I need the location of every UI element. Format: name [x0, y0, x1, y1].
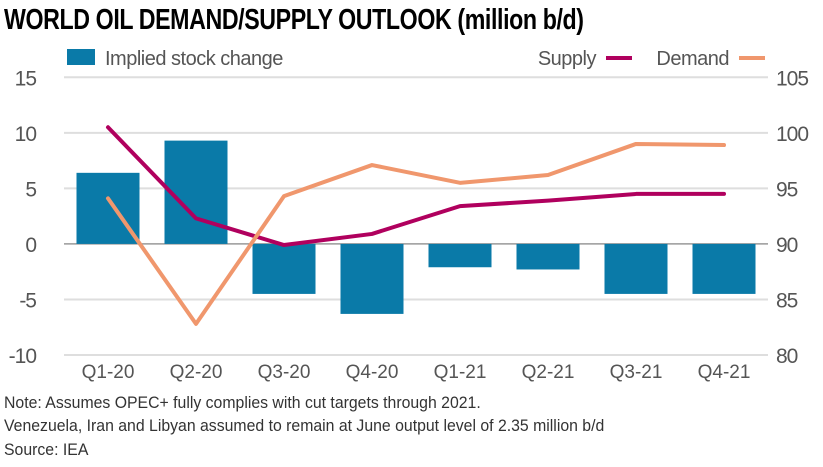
bar-q4-20 [340, 243, 404, 314]
supply-line [106, 125, 726, 248]
left-tick-label: 5 [25, 178, 36, 201]
x-tick-label: Q1-20 [82, 362, 135, 383]
bar-q1-21 [428, 243, 492, 268]
legend-swatch-stock-change [67, 49, 95, 65]
x-tick-label: Q2-20 [170, 362, 223, 383]
right-tick-label: 80 [776, 345, 798, 368]
x-tick-label: Q4-21 [698, 362, 751, 383]
note-line-2: Venezuela, Iran and Libyan assumed to re… [4, 416, 605, 435]
source-note: Source: IEA [4, 440, 89, 459]
left-tick-label: -10 [9, 345, 37, 368]
right-tick-label: 85 [776, 289, 798, 312]
demand-line [106, 141, 726, 326]
legend-label-supply: Supply [538, 48, 597, 70]
left-tick-label: -5 [19, 289, 36, 312]
right-tick-label: 100 [776, 123, 808, 146]
x-tick-label: Q1-21 [434, 362, 487, 383]
chart-title: WORLD OIL DEMAND/SUPPLY OUTLOOK (million… [4, 4, 584, 36]
legend-label-demand: Demand [656, 48, 729, 70]
note-line-1: Note: Assumes OPEC+ fully complies with … [4, 393, 481, 412]
legend-label-stock-change: Implied stock change [105, 48, 283, 70]
bar-q3-21 [604, 243, 668, 294]
bar-q4-21 [692, 243, 756, 294]
left-tick-label: 15 [15, 67, 37, 90]
x-tick-label: Q3-21 [610, 362, 663, 383]
bar-q2-21 [516, 243, 580, 270]
bar-q2-20 [164, 140, 228, 244]
right-tick-label: 90 [776, 234, 798, 257]
x-tick-label: Q2-21 [522, 362, 575, 383]
right-tick-label: 95 [776, 178, 798, 201]
bar-q3-20 [252, 243, 316, 294]
right-tick-label: 105 [776, 67, 808, 90]
x-tick-label: Q3-20 [258, 362, 311, 383]
left-tick-label: 0 [25, 234, 36, 257]
x-tick-label: Q4-20 [346, 362, 399, 383]
bar-q1-20 [76, 172, 140, 244]
left-tick-label: 10 [15, 123, 37, 146]
